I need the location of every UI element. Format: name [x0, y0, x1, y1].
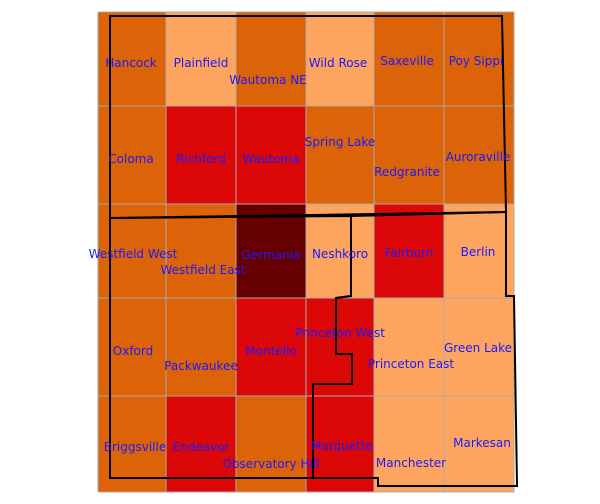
- township-cell-germania[interactable]: [236, 204, 306, 298]
- township-cell-wautoma-ne[interactable]: [236, 12, 306, 106]
- township-label: Packwaukee: [164, 359, 238, 373]
- township-cell-fairburn[interactable]: [374, 204, 444, 298]
- township-cell-manchester[interactable]: [374, 396, 444, 492]
- township-cell-richford[interactable]: [166, 106, 236, 204]
- township-cell-montello[interactable]: [236, 298, 306, 396]
- township-label: Hancock: [105, 56, 157, 70]
- township-label: Briggsville: [103, 440, 167, 454]
- township-label: Manchester: [375, 456, 447, 470]
- township-label: Markesan: [453, 436, 511, 450]
- township-cell-plainfield[interactable]: [166, 12, 236, 106]
- township-label: Endeavor: [172, 440, 230, 454]
- township-cell-markesan[interactable]: [444, 396, 514, 492]
- township-label: Fairburn: [384, 246, 434, 260]
- township-label: Spring Lake: [304, 135, 376, 149]
- township-label: Auroraville: [445, 150, 511, 164]
- township-label: Coloma: [108, 152, 154, 166]
- township-label: Plainfield: [173, 56, 229, 70]
- township-label: Saxeville: [380, 54, 434, 68]
- township-cell-wautoma[interactable]: [236, 106, 306, 204]
- township-label: Poy Sippi: [448, 54, 504, 68]
- township-cell-marquette[interactable]: [306, 396, 374, 492]
- township-label: Redgranite: [374, 165, 440, 179]
- township-cell-green-lake[interactable]: [444, 298, 514, 396]
- township-label: Wautoma NE: [229, 73, 307, 87]
- township-label: Princeton West: [295, 326, 385, 340]
- township-label: Berlin: [460, 245, 496, 259]
- township-cell-neshkoro[interactable]: [306, 204, 374, 298]
- township-cell-berlin[interactable]: [444, 204, 514, 298]
- township-cell-spring-lake[interactable]: [306, 106, 374, 204]
- township-label: Wild Rose: [308, 56, 368, 70]
- township-cell-princeton-west[interactable]: [306, 298, 374, 396]
- township-label: Wautoma: [242, 152, 300, 166]
- township-label: Westfield West: [88, 247, 178, 261]
- township-label: Green Lake: [443, 341, 513, 355]
- township-label: Richford: [176, 152, 226, 166]
- township-cell-observatory-hill[interactable]: [236, 396, 306, 492]
- county-boundary-southeast: [312, 210, 519, 487]
- township-label: Princeton East: [367, 357, 455, 371]
- township-cell-packwaukee[interactable]: [166, 298, 236, 396]
- township-label: Marquette: [311, 439, 373, 453]
- township-label: Observatory Hill: [222, 457, 320, 471]
- township-cell-princeton-east[interactable]: [374, 298, 444, 396]
- township-grid-lines: [97, 11, 515, 493]
- township-label: Neshkoro: [311, 247, 369, 261]
- township-cell-wild-rose[interactable]: [306, 12, 374, 106]
- township-cell-endeavor[interactable]: [166, 396, 236, 492]
- township-cell-saxeville[interactable]: [374, 12, 444, 106]
- township-cells: [98, 12, 514, 492]
- township-label: Westfield East: [160, 263, 246, 277]
- township-cell-redgranite[interactable]: [374, 106, 444, 204]
- township-cell-westfield-east[interactable]: [166, 204, 236, 298]
- township-label: Montello: [245, 344, 297, 358]
- county-boundaries: [109, 15, 519, 487]
- township-cell-auroraville[interactable]: [444, 106, 514, 204]
- township-label: Oxford: [112, 344, 154, 358]
- township-label: Germania: [241, 248, 301, 262]
